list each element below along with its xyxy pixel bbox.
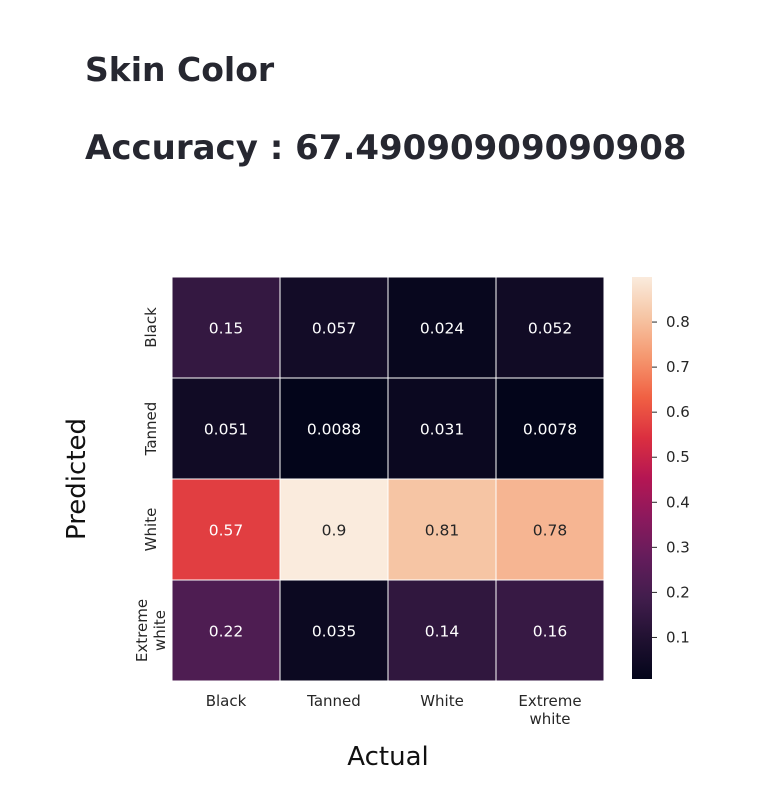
cell-value-label: 0.031 [420,421,464,439]
x-axis-title: Actual [347,742,428,772]
heatmap-cells: 0.15 0.057 0.024 0.052 0.051 0.0088 0.031 0.007… [172,277,604,681]
x-tick-label: Tanned [306,692,361,710]
cell-value-label: 0.15 [209,320,244,338]
cell-value-label: 0.22 [209,623,244,641]
y-tick-label: White [142,508,160,552]
colorbar-tick-label: 0.8 [666,313,690,331]
cell-value-label: 0.78 [533,522,568,540]
cell-value-label: 0.0088 [307,421,361,439]
y-tick-labels: Black Tanned White Extremewhite [133,307,169,662]
cell-value-label: 0.9 [322,522,347,540]
cell-value-label: 0.14 [425,623,460,641]
cell-value-label: 0.051 [204,421,248,439]
colorbar-tick-label: 0.3 [666,538,690,556]
cell-value-label: 0.024 [420,320,464,338]
x-tick-label: Extreme white [518,692,581,728]
colorbar-gradient [632,277,652,679]
cell-value-label: 0.57 [209,522,244,540]
colorbar-tick-label: 0.2 [666,583,690,601]
cell-value-label: 0.057 [312,320,356,338]
colorbar: 0.1 0.2 0.3 0.4 0.5 0.6 0.7 0.8 [632,277,690,679]
colorbar-tick-label: 0.6 [666,403,690,421]
y-tick-label: Tanned [142,402,160,457]
x-tick-label: Black [206,692,247,710]
y-tick-label: Extremewhite [133,599,169,662]
y-axis-title: Predicted [62,418,92,540]
cell-value-label: 0.81 [425,522,460,540]
cell-value-label: 0.052 [528,320,572,338]
cell-value-label: 0.16 [533,623,568,641]
x-tick-labels: Black Tanned White Extreme white [206,692,582,728]
colorbar-tick-label: 0.7 [666,358,690,376]
y-tick-label: Black [142,307,160,348]
colorbar-tick-label: 0.5 [666,448,690,466]
x-tick-label: White [420,692,464,710]
colorbar-tick-label: 0.4 [666,493,690,511]
cell-value-label: 0.035 [312,623,356,641]
colorbar-tick-label: 0.1 [666,628,690,646]
cell-value-label: 0.0078 [523,421,577,439]
